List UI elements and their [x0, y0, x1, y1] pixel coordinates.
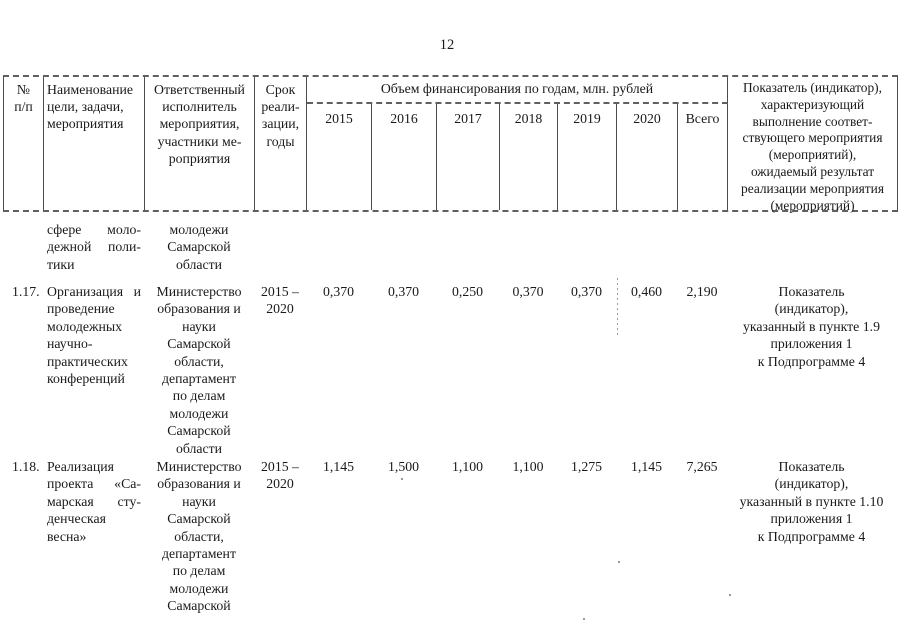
cell-term: 2015 –2020 [261, 284, 299, 317]
cell-activity-name: Организация и проведение молодежных научно-… [47, 284, 141, 387]
cell-activity-name: Реализация проекта «Са-марская сту-денчес… [47, 459, 141, 544]
cell-value-2019 [557, 221, 616, 283]
scan-speck [401, 478, 403, 480]
header-cell-executor: Ответственный исполнитель мероприятия, учас… [145, 77, 255, 210]
cell-value-2020 [616, 221, 677, 283]
cell-row-number: 1.17. [12, 284, 40, 299]
header-cell-year-2016: 2016 [372, 104, 437, 210]
table-row-1-18: 1.18. Реализация проекта «Са-марская сту-… [3, 458, 898, 615]
cell-value-2016: 1,500 [387, 459, 420, 474]
cell-value-2018: 1,100 [512, 459, 544, 474]
cell-value-2016: 0,370 [387, 284, 420, 299]
header-cell-year-2017: 2017 [437, 104, 500, 210]
cell-value-2017 [436, 221, 499, 283]
scan-artifact-dotted-line [617, 278, 618, 336]
cell-executor: Министерство образования и науки Самарской о… [156, 459, 242, 614]
cell-value-2019: 0,370 [570, 284, 603, 299]
cell-value-2015: 1,145 [322, 459, 355, 474]
cell-indicator [727, 221, 898, 283]
header-cell-year-2019: 2019 [558, 104, 617, 210]
header-cell-year-2020: 2020 [617, 104, 678, 210]
table-row-continuation: сфере моло-дежной поли-тики молодежи Сама… [3, 212, 898, 283]
cell-value-total: 7,265 [686, 459, 718, 474]
cell-value-2018 [499, 221, 557, 283]
cell-indicator: Показатель (индикатор), указанный в пункте… [743, 284, 880, 369]
cell-executor: молодежи Самарской области [167, 222, 231, 272]
header-cell-year-total: Всего [678, 104, 728, 210]
cell-row-number [3, 221, 43, 283]
cell-value-total [677, 221, 727, 283]
cell-row-number: 1.18. [12, 459, 40, 474]
header-cell-name: Наименование цели, задачи, мероприятия [44, 77, 145, 210]
header-cell-year-2015: 2015 [307, 104, 372, 210]
cell-value-2017: 1,100 [451, 459, 484, 474]
header-cell-term: Срок реали-зации, годы [255, 77, 307, 210]
scan-speck [729, 594, 731, 596]
header-cell-financing: Объем финансирования по годам, млн. рубл… [307, 77, 728, 104]
cell-value-2020: 0,460 [630, 284, 663, 299]
cell-term: 2015 –2020 [261, 459, 299, 492]
cell-indicator: Показатель (индикатор), указанный в пункте… [739, 459, 884, 544]
scan-speck [618, 561, 620, 563]
page-number: 12 [439, 37, 455, 53]
table-body: сфере моло-дежной поли-тики молодежи Сама… [3, 212, 898, 615]
header-cell-num: № п/п [4, 77, 44, 210]
cell-activity-name: сфере моло-дежной поли-тики [47, 222, 141, 272]
cell-value-2017: 0,250 [451, 284, 484, 299]
scan-speck [583, 618, 585, 620]
cell-value-2020: 1,145 [630, 459, 663, 474]
table-header: № п/п Наименование цели, задачи, мероприяти… [3, 75, 898, 213]
cell-term [254, 221, 306, 283]
cell-value-total: 2,190 [686, 284, 718, 299]
cell-value-2019: 1,275 [570, 459, 603, 474]
cell-executor: Министерство образования и науки Самарской о… [156, 284, 242, 456]
header-cell-indicator: Показатель (индикатор), характеризующий вы… [741, 80, 884, 213]
cell-value-2016 [371, 221, 436, 283]
cell-value-2015: 0,370 [322, 284, 355, 299]
header-cell-year-2018: 2018 [500, 104, 558, 210]
cell-value-2015 [306, 221, 371, 283]
table-row-1-17: 1.17. Организация и проведение молодежных н… [3, 283, 898, 458]
cell-value-2018: 0,370 [512, 284, 544, 299]
